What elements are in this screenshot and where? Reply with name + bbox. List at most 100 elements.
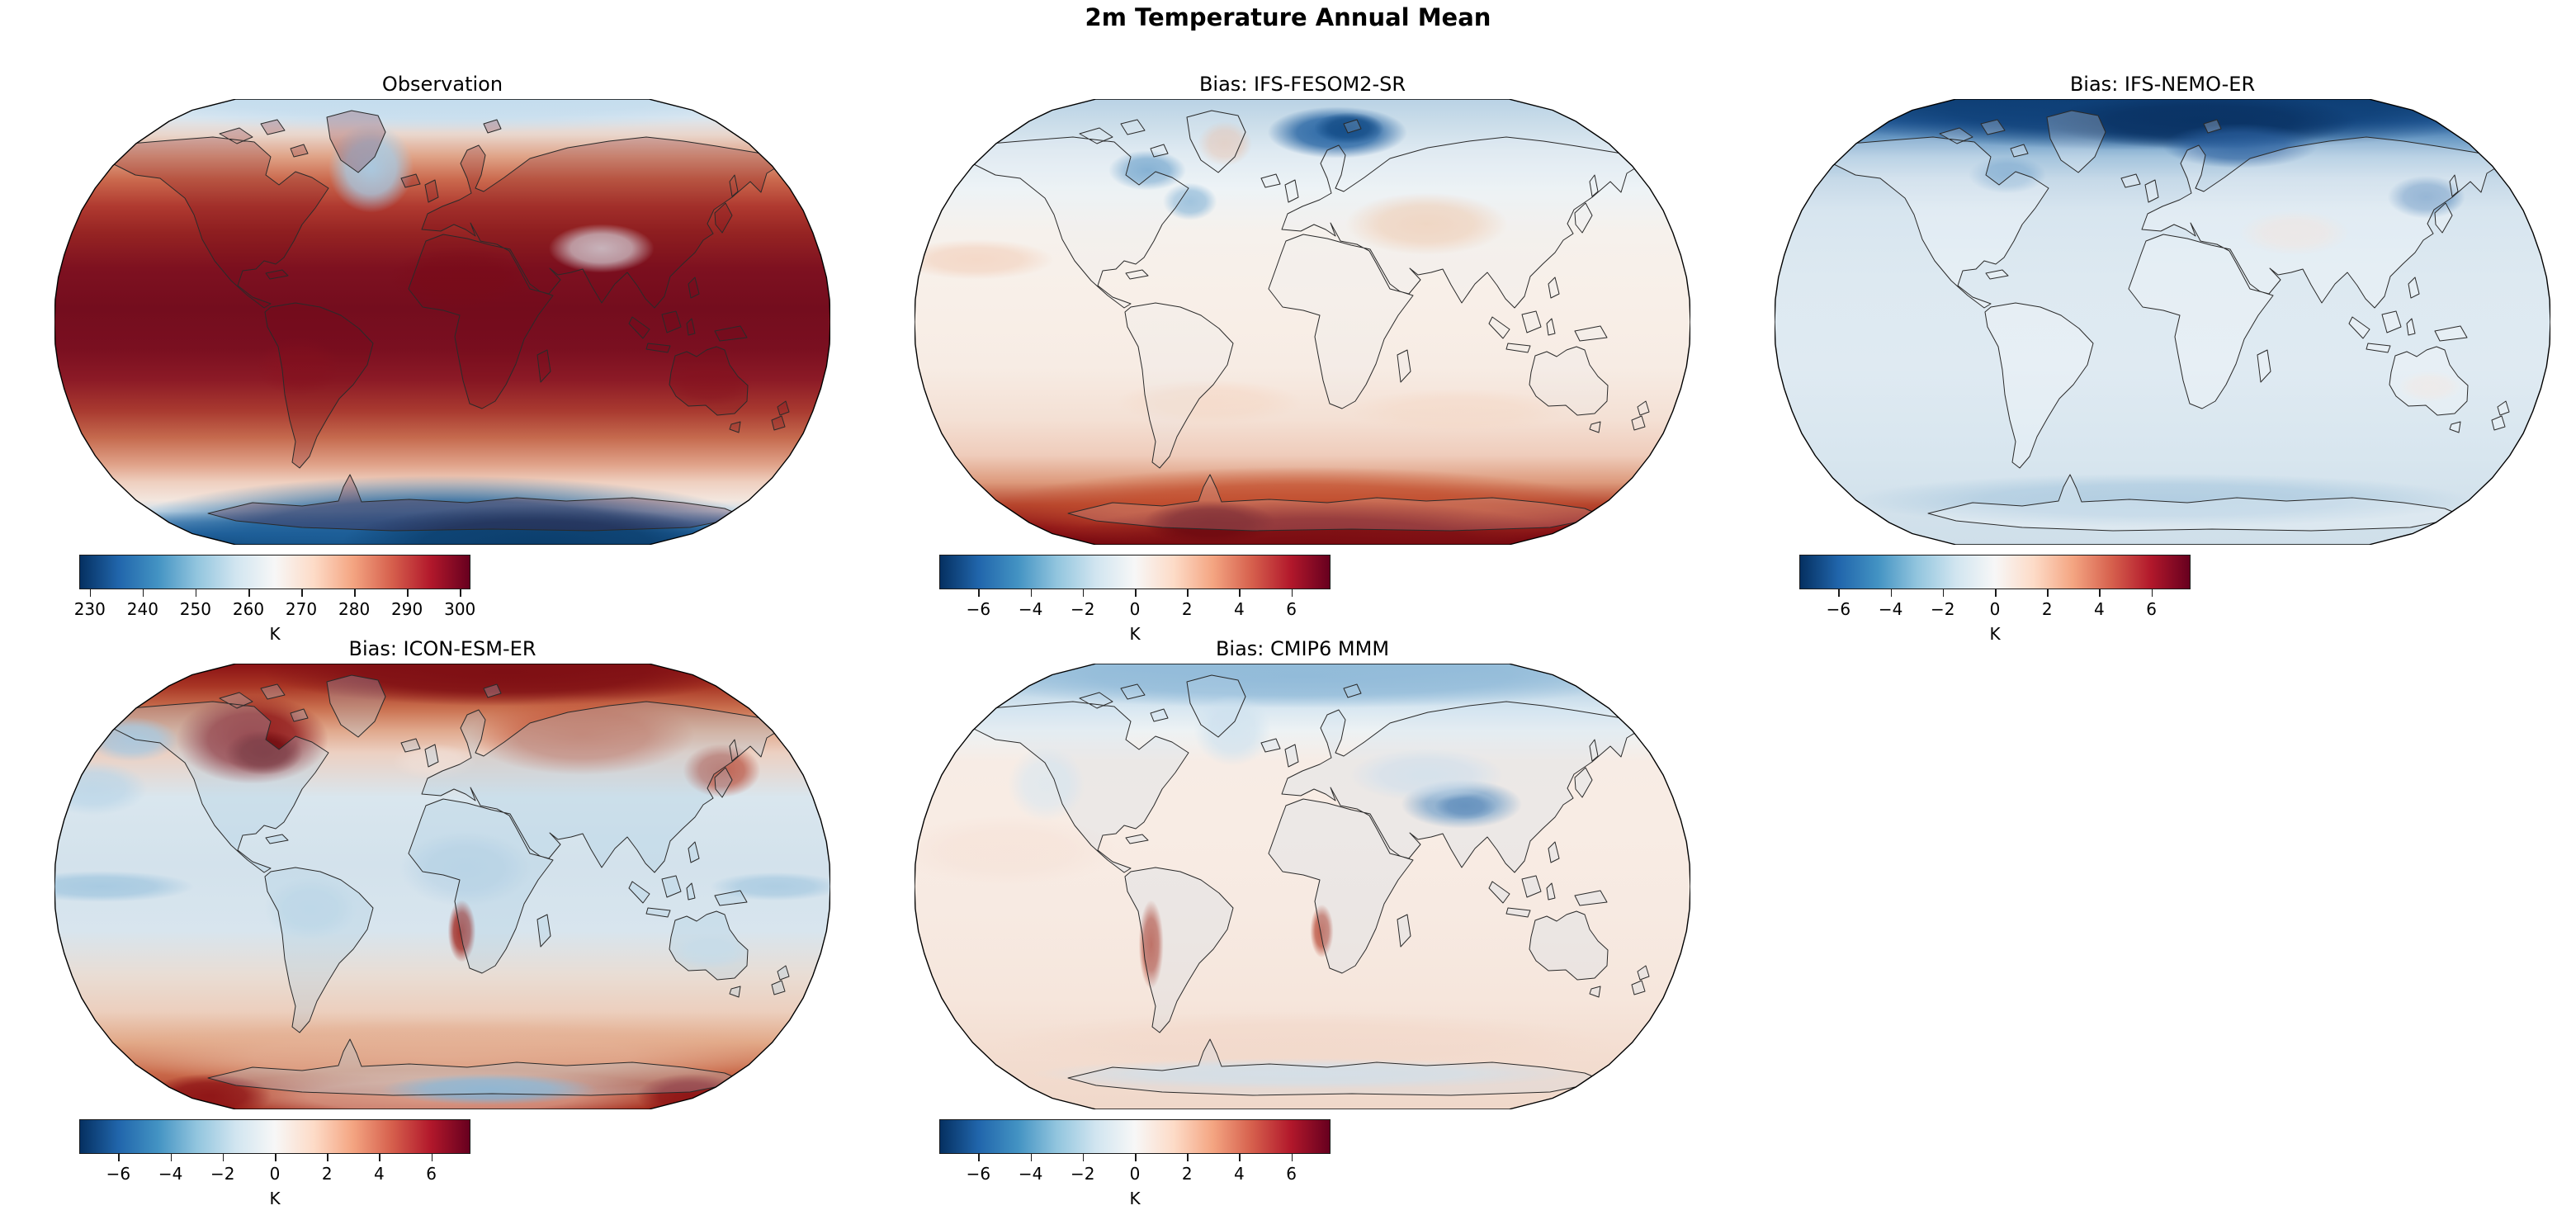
- map-outline: [915, 664, 1690, 1109]
- map-title: Bias: CMIP6 MMM: [1215, 637, 1390, 660]
- colorbar-gradient: [79, 1119, 470, 1154]
- colorbar-tick-label: 280: [338, 599, 371, 619]
- colorbar-tick-mark: [195, 589, 197, 597]
- colorbar-tick-label: −2: [210, 1164, 235, 1184]
- colorbar-tick-mark: [407, 589, 409, 597]
- colorbar-tick-mark: [1838, 589, 1840, 597]
- colorbar-tick-label: −4: [158, 1164, 183, 1184]
- colorbar-tick-label: 2: [1181, 1164, 1193, 1184]
- map-panel-3: Bias: IFS-NEMO-ER −6 −4 −2 0 2 4 6 K: [1720, 73, 2576, 650]
- colorbar-tick-label: 0: [269, 1164, 281, 1184]
- colorbar-tick-mark: [275, 1154, 277, 1161]
- colorbar-tick-label: −6: [966, 1164, 991, 1184]
- colorbar-tick-label: −6: [966, 599, 991, 619]
- colorbar-tick-label: 4: [2094, 599, 2105, 619]
- map-panel-5: Bias: CMIP6 MMM −6 −4 −2 0 2 4 6 K: [860, 637, 1718, 1215]
- colorbar-tick-label: 4: [374, 1164, 385, 1184]
- colorbar-tick-mark: [978, 589, 980, 597]
- colorbar-gradient: [939, 555, 1331, 589]
- colorbar-tick-label: 300: [444, 599, 476, 619]
- colorbar-tick-label: 0: [1129, 1164, 1141, 1184]
- colorbar-unit-label: K: [1989, 624, 2001, 644]
- colorbar-tick-label: 240: [126, 599, 158, 619]
- coastlines: [108, 110, 790, 532]
- colorbar-tick-mark: [142, 589, 144, 597]
- colorbar-tick-mark: [1942, 589, 1945, 597]
- colorbar-tick-label: −6: [106, 1164, 131, 1184]
- colorbar-tick-mark: [1082, 1154, 1085, 1161]
- map-outline: [915, 99, 1690, 545]
- colorbar-tick-label: 260: [232, 599, 265, 619]
- colorbar-tick-label: 2: [321, 1164, 333, 1184]
- colorbar-gradient: [939, 1119, 1331, 1154]
- colorbar-tick-mark: [1135, 589, 1137, 597]
- colorbar-tick-mark: [1187, 1154, 1189, 1161]
- colorbar-tick-label: 0: [1129, 599, 1141, 619]
- map-canvas: [1775, 99, 2550, 545]
- colorbar-tick-mark: [1291, 1154, 1293, 1161]
- colorbar-tick-mark: [222, 1154, 225, 1161]
- colorbar-unit-label: K: [1129, 624, 1141, 644]
- map-outline: [1775, 99, 2550, 545]
- colorbar-tick-label: −6: [1826, 599, 1851, 619]
- colorbar-tick-mark: [379, 1154, 380, 1161]
- colorbar-tick-label: 6: [1286, 599, 1297, 619]
- colorbar-tick-mark: [1187, 589, 1189, 597]
- figure-title: 2m Temperature Annual Mean: [1085, 3, 1491, 31]
- colorbar-tick-label: 250: [179, 599, 211, 619]
- colorbar-tick-label: −2: [1071, 599, 1095, 619]
- map-outline: [54, 99, 830, 545]
- colorbar-tick-mark: [1239, 1154, 1241, 1161]
- colorbar-tick-label: 0: [1989, 599, 2001, 619]
- colorbar-tick-mark: [1995, 589, 1997, 597]
- colorbar-tick-label: −4: [1878, 599, 1903, 619]
- colorbar-tick-label: 2: [2041, 599, 2053, 619]
- colorbar-tick-label: 6: [1286, 1164, 1297, 1184]
- colorbar-tick-mark: [301, 589, 303, 597]
- colorbar-gradient: [79, 555, 470, 589]
- colorbar-unit-label: K: [269, 624, 281, 644]
- colorbar-tick-label: 230: [73, 599, 106, 619]
- map-panel-2: Bias: IFS-FESOM2-SR −6 −4 −2 0 2 4 6 K: [860, 73, 1718, 650]
- map-canvas: [54, 99, 830, 545]
- colorbar-tick-label: −4: [1018, 1164, 1043, 1184]
- colorbar-tick-mark: [1135, 1154, 1137, 1161]
- coastlines: [968, 674, 1650, 1096]
- colorbar-tick-mark: [1082, 589, 1085, 597]
- map-panel-4: Bias: ICON-ESM-ER −6 −4 −2 0 2 4 6 K: [0, 637, 858, 1215]
- colorbar-tick-mark: [431, 1154, 433, 1161]
- colorbar-tick-label: 6: [2146, 599, 2157, 619]
- colorbar-unit-label: K: [1129, 1189, 1141, 1208]
- colorbar-unit-label: K: [269, 1189, 281, 1208]
- colorbar-tick-mark: [978, 1154, 980, 1161]
- map-panel-1: Observation 230 240 250 260 270 280 290 300 K: [0, 73, 858, 650]
- colorbar-tick-label: 4: [1234, 599, 1245, 619]
- colorbar-tick-mark: [1030, 1154, 1033, 1161]
- map-canvas: [915, 99, 1690, 545]
- colorbar-tick-mark: [2047, 589, 2049, 597]
- colorbar-tick-mark: [2099, 589, 2101, 597]
- colorbar-tick-label: 2: [1181, 599, 1193, 619]
- map-canvas: [54, 664, 830, 1109]
- colorbar-gradient: [1799, 555, 2191, 589]
- colorbar-tick-label: 6: [426, 1164, 437, 1184]
- colorbar-tick-label: −2: [1071, 1164, 1095, 1184]
- map-outline: [54, 664, 830, 1109]
- colorbar-tick-mark: [2151, 589, 2153, 597]
- colorbar-tick-mark: [118, 1154, 120, 1161]
- colorbar-tick-mark: [170, 1154, 173, 1161]
- colorbar-tick-label: −2: [1931, 599, 1955, 619]
- map-title: Observation: [381, 73, 503, 96]
- colorbar-tick-mark: [89, 589, 92, 597]
- colorbar-tick-mark: [1239, 589, 1241, 597]
- colorbar-tick-label: 4: [1234, 1164, 1245, 1184]
- map-canvas: [915, 664, 1690, 1109]
- map-title: Bias: ICON-ESM-ER: [348, 637, 536, 660]
- map-title: Bias: IFS-FESOM2-SR: [1198, 73, 1406, 96]
- colorbar-tick-label: 290: [391, 599, 423, 619]
- coastlines: [968, 110, 1650, 532]
- colorbar-tick-mark: [1291, 589, 1293, 597]
- colorbar-tick-mark: [354, 589, 356, 597]
- colorbar-tick-mark: [248, 589, 250, 597]
- colorbar-tick-mark: [460, 589, 461, 597]
